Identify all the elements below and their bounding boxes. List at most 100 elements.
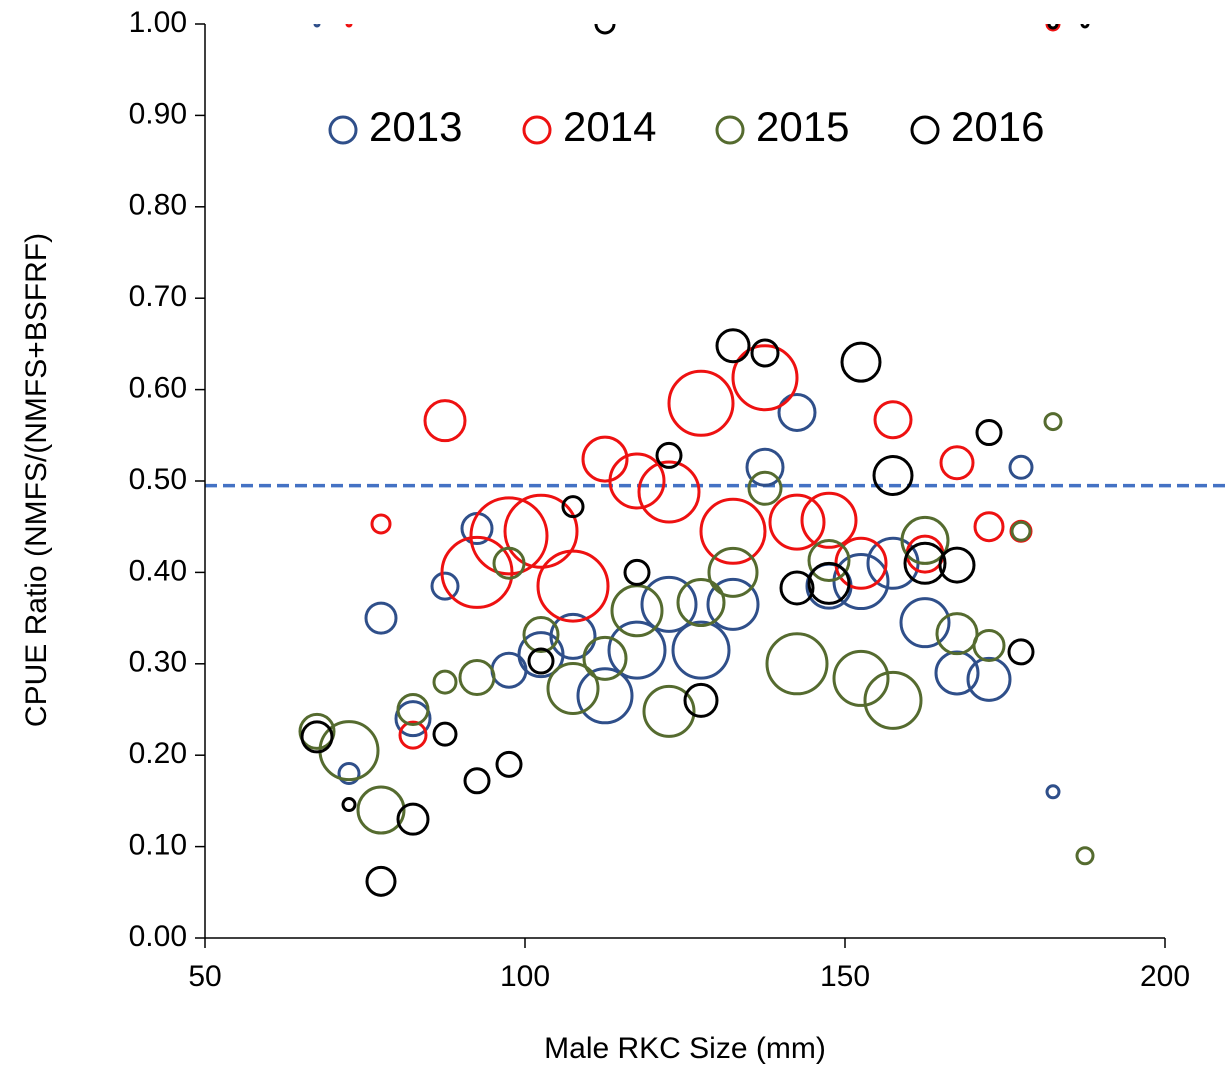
bubble [582,635,628,681]
bubble [396,802,430,836]
bubble [832,553,890,611]
bubble [667,369,735,437]
x-tick-label: 200 [1140,960,1190,993]
bubble [1047,24,1059,30]
legend-marker [522,115,552,145]
bubble [527,647,555,675]
bubble [777,392,817,432]
bubble [318,720,380,782]
bubble [430,571,460,601]
bubble [900,515,950,565]
legend-marker [328,115,358,145]
bubble [779,570,815,606]
x-tick-label: 50 [188,960,221,993]
bubble [765,632,829,696]
bubble [581,435,629,483]
bubble [536,549,610,623]
bubble [341,797,357,813]
bubble [1045,24,1061,32]
bubble [731,344,799,412]
legend-label: 2015 [756,103,849,150]
bubble [707,546,759,598]
bubble [549,612,597,660]
bubble [934,650,980,696]
bubble [594,24,616,35]
x-tick-label: 100 [500,960,550,993]
bubble [972,629,1006,663]
bubble [683,682,719,718]
bubble [807,561,851,605]
bubble [840,341,882,383]
bubble [423,399,467,443]
bubble [832,649,890,707]
bubble [432,721,458,747]
bubble [903,541,947,585]
bubble [396,693,430,726]
bubble [432,669,458,695]
bubble [975,419,1003,447]
bubble [973,511,1005,543]
bubble [1075,846,1095,866]
bubble [463,767,491,795]
bubble [608,452,666,510]
bubble [364,601,398,635]
y-tick-label: 0.80 [129,189,187,222]
bubble [899,597,951,649]
bubble [607,620,667,680]
bubble [655,441,683,469]
bubble [370,513,392,535]
bubble [939,445,975,481]
bubble [356,785,406,835]
x-axis-label: Male RKC Size (mm) [544,1032,826,1065]
bubble [313,24,321,28]
x-tick-label: 150 [820,960,870,993]
bubble [561,495,585,519]
bubble [807,539,851,583]
bubble [640,575,698,633]
y-tick-label: 0.70 [129,280,187,313]
bubble [938,546,976,584]
legend-label: 2016 [951,103,1044,150]
bubble [935,612,979,656]
legend-label: 2013 [369,103,462,150]
bubble [768,493,826,551]
bubble [715,328,751,364]
bubble [503,493,579,569]
y-tick-label: 0.60 [129,372,187,405]
bubble [676,578,726,628]
bubble [610,584,664,638]
y-tick-label: 1.00 [129,6,187,39]
bubble [872,455,914,497]
bubble [546,661,600,715]
bubble [469,496,549,576]
bubble [966,656,1012,702]
bubble [905,534,945,574]
bubble [1008,454,1034,480]
y-tick-label: 0.40 [129,554,187,587]
bubble [642,684,696,738]
bubble [699,497,767,565]
y-tick-label: 0.50 [129,463,187,496]
bubble [495,750,523,778]
y-tick-label: 0.20 [129,737,187,770]
legend-label: 2014 [563,103,656,150]
bubble [750,338,780,368]
bubble [1080,24,1090,29]
bubble [492,546,526,580]
bubble [745,447,785,487]
bubble [398,720,428,750]
bubble [345,24,353,28]
legend-marker [715,115,745,145]
y-tick-label: 0.00 [129,920,187,953]
bubble [1045,784,1061,800]
bubble [1007,638,1035,666]
bubble [863,670,923,730]
legend-marker [910,115,940,145]
y-tick-label: 0.10 [129,829,187,862]
y-tick-label: 0.30 [129,646,187,679]
bubble [490,651,528,689]
bubble [300,720,334,754]
bubble [671,620,731,680]
bubble [458,659,496,697]
bubble [365,865,397,897]
